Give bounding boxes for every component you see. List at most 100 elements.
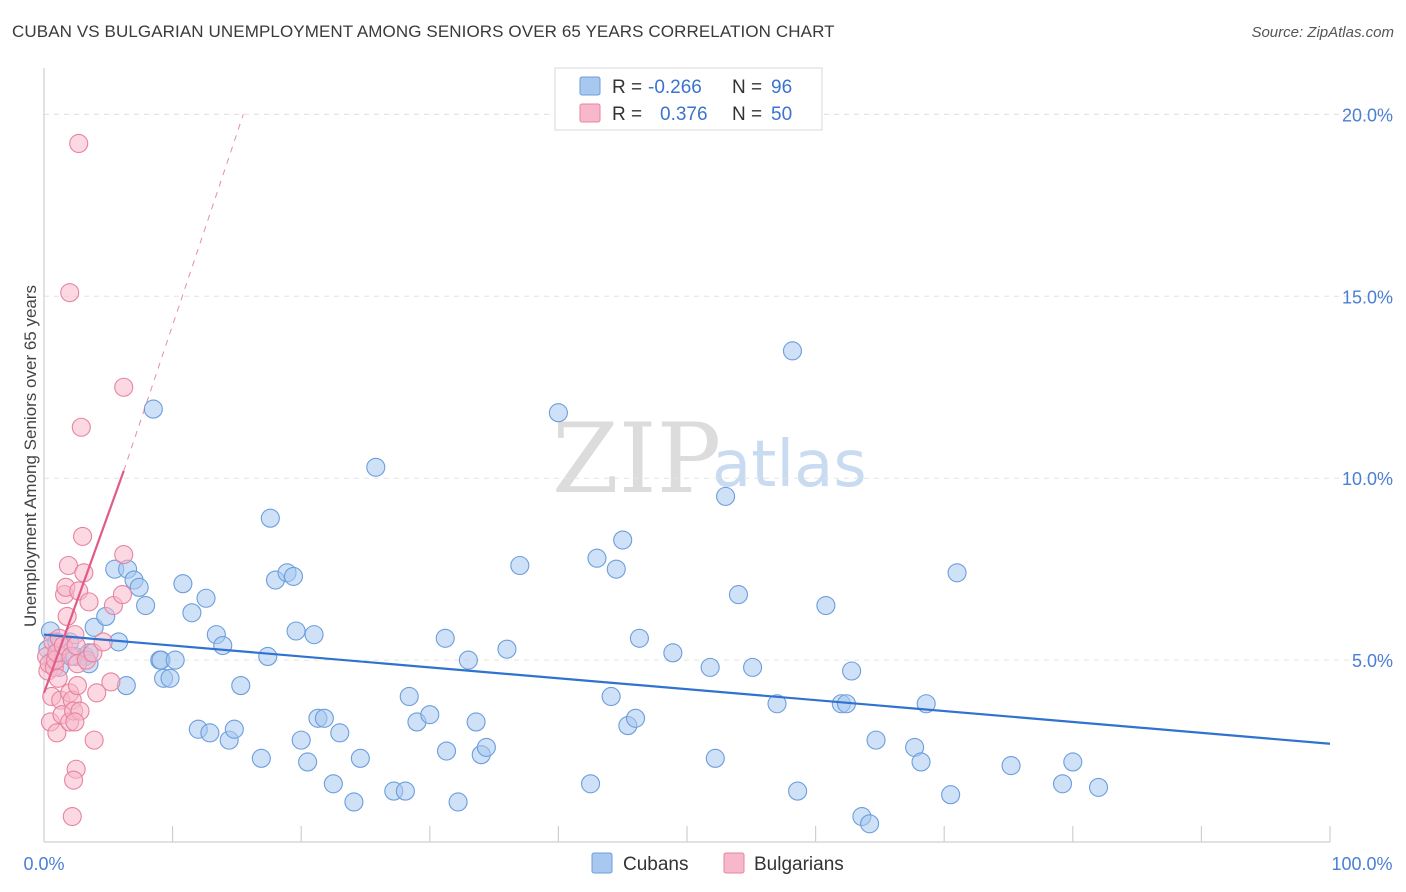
cubans-point <box>286 621 306 641</box>
cubans-point <box>613 530 633 550</box>
bottom-legend-swatch-bulgarians <box>723 852 745 874</box>
cubans-point <box>366 457 386 477</box>
bulgarians-point <box>112 585 132 605</box>
cubans-point <box>260 508 280 528</box>
cubans-point <box>788 781 808 801</box>
y-tick-label: 20.0% <box>1342 105 1393 125</box>
bulgarians-point <box>114 377 134 397</box>
cubans-point <box>587 548 607 568</box>
cubans-point <box>663 643 683 663</box>
cubans-point <box>601 686 621 707</box>
cubans-point <box>728 585 748 605</box>
cubans-point <box>399 686 419 707</box>
cubans-point <box>395 781 415 801</box>
cubans-point <box>323 774 343 794</box>
cubans-point <box>606 559 626 579</box>
cubans-point <box>947 563 967 583</box>
chart-title: CUBAN VS BULGARIAN UNEMPLOYMENT AMONG SE… <box>12 22 835 41</box>
cubans-point <box>330 723 350 743</box>
bulgarians-point <box>101 672 121 692</box>
cubans-point <box>224 719 244 739</box>
legend-swatch-bulgarians <box>579 103 601 123</box>
cubans-point <box>626 708 646 728</box>
cubans-point <box>700 657 720 677</box>
cubans-point <box>165 650 185 670</box>
bulgarians-point <box>73 526 93 546</box>
x-tick-label-max: 100.0% <box>1331 854 1392 874</box>
cubans-point <box>510 555 530 576</box>
cubans-point <box>344 792 364 812</box>
bulgarians-point <box>114 545 134 565</box>
cubans-point <box>129 577 149 597</box>
grid <box>44 113 1392 661</box>
watermark-atlas: atlas <box>712 428 867 502</box>
cubans-point <box>816 595 836 616</box>
cubans-point <box>436 741 457 761</box>
bulgarians-series <box>37 133 134 827</box>
cubans-point <box>251 748 271 768</box>
cubans-point <box>1063 752 1083 772</box>
cubans-point <box>705 748 725 768</box>
bulgarians-point <box>67 676 87 696</box>
bottom-legend-swatch-cubans <box>591 852 613 874</box>
correlation-legend: R = -0.266 N = 96 R = 0.376 N = 50 <box>554 67 823 131</box>
cubans-point <box>476 737 496 757</box>
cubans-point <box>435 628 455 648</box>
cubans-point <box>304 625 324 645</box>
cubans-point <box>866 730 886 750</box>
bulgarians-point <box>79 592 99 612</box>
cubans-point <box>842 661 862 681</box>
cubans-point <box>629 628 649 648</box>
cubans-series <box>38 341 1109 834</box>
watermark-zip: ZIP <box>552 403 721 515</box>
cubans-point <box>548 403 568 423</box>
cubans-point <box>258 646 278 667</box>
cubans-point <box>941 785 961 805</box>
series-legend: Cubans Bulgarians <box>591 852 844 875</box>
cubans-point <box>580 774 601 794</box>
bottom-legend-label-cubans: Cubans <box>623 854 689 875</box>
legend-r-label-cubans: R = <box>612 77 642 98</box>
cubans-point <box>767 694 787 714</box>
cubans-point <box>213 635 233 656</box>
cubans-point <box>497 639 517 659</box>
legend-n-label-bulgarians: N = <box>732 104 762 125</box>
cubans-point <box>291 730 311 750</box>
legend-r-value-bulgarians: 0.376 <box>660 104 708 125</box>
cubans-point <box>1088 777 1109 797</box>
y-axis-label: Unemployment Among Seniors over 65 years <box>21 285 40 627</box>
y-tick-label: 15.0% <box>1342 287 1393 307</box>
x-axis-ticks <box>172 826 1331 842</box>
y-tick-label: 10.0% <box>1342 469 1393 489</box>
cubans-trend-line <box>43 633 1331 745</box>
bulgarians-point <box>65 712 85 732</box>
cubans-point <box>782 341 803 361</box>
cubans-point <box>231 676 251 696</box>
bulgarians-trend-extension <box>123 114 244 472</box>
bulgarians-point <box>87 683 107 703</box>
bulgarians-point <box>84 730 104 750</box>
trend-lines <box>42 114 1331 745</box>
cubans-point <box>298 752 318 772</box>
cubans-point <box>911 752 931 772</box>
legend-n-value-cubans: 96 <box>771 77 792 98</box>
cubans-point <box>420 705 440 725</box>
cubans-point <box>716 486 736 506</box>
bulgarians-point <box>69 133 89 154</box>
cubans-point <box>743 657 763 677</box>
legend-r-value-cubans: -0.266 <box>648 77 702 98</box>
cubans-point <box>283 566 304 586</box>
bulgarians-point <box>58 555 78 576</box>
cubans-point <box>466 712 486 732</box>
bottom-legend-label-bulgarians: Bulgarians <box>754 854 844 875</box>
cubans-point <box>196 588 216 608</box>
y-tick-labels: 5.0% 10.0% 15.0% 20.0% <box>1342 105 1393 671</box>
cubans-point <box>314 708 334 728</box>
cubans-point <box>200 723 220 743</box>
legend-n-label-cubans: N = <box>732 77 762 98</box>
watermark: ZIP atlas <box>552 403 867 515</box>
cubans-point <box>173 574 193 594</box>
cubans-point <box>1052 774 1073 794</box>
bulgarians-point <box>93 632 113 652</box>
